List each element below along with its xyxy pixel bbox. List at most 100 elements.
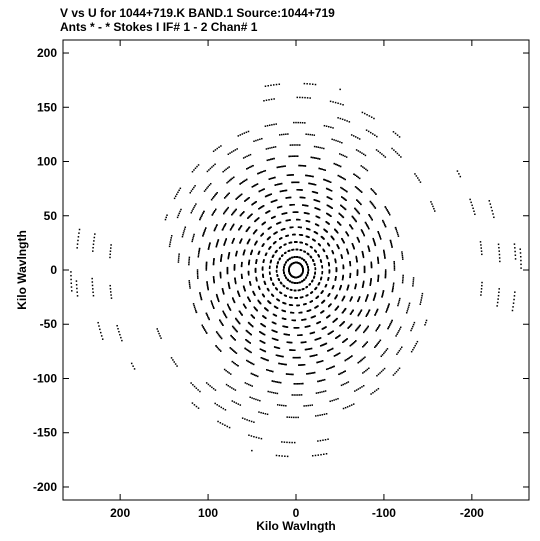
uv-point bbox=[231, 349, 234, 351]
uv-point bbox=[314, 273, 316, 275]
uv-point bbox=[192, 237, 194, 239]
uv-point bbox=[373, 296, 376, 299]
uv-point bbox=[207, 185, 209, 188]
uv-point bbox=[281, 317, 284, 320]
uv-point bbox=[326, 212, 328, 215]
uv-point bbox=[372, 190, 375, 193]
uv-point bbox=[220, 256, 223, 259]
uv-point bbox=[227, 255, 230, 257]
uv-point bbox=[336, 336, 338, 339]
uv-point bbox=[198, 252, 200, 255]
uv-point bbox=[362, 232, 364, 234]
y-tick-label: -150 bbox=[33, 426, 57, 440]
uv-point bbox=[347, 233, 349, 236]
uv-point bbox=[301, 258, 304, 260]
uv-point bbox=[326, 231, 328, 233]
uv-point bbox=[349, 299, 352, 301]
uv-point bbox=[266, 369, 268, 371]
uv-point bbox=[359, 202, 361, 204]
uv-point bbox=[390, 243, 393, 245]
uv-point bbox=[223, 197, 226, 199]
uv-point bbox=[343, 177, 345, 180]
uv-point bbox=[391, 246, 393, 248]
uv-point bbox=[210, 300, 212, 302]
uv-point bbox=[347, 285, 350, 288]
uv-point bbox=[363, 271, 366, 274]
uv-point bbox=[362, 281, 365, 284]
uv-point bbox=[266, 159, 269, 162]
uv-point bbox=[412, 281, 415, 283]
uv-point bbox=[188, 280, 190, 282]
uv-point bbox=[368, 214, 370, 216]
uv-point bbox=[355, 209, 358, 212]
uv-point bbox=[283, 271, 285, 274]
uv-point bbox=[344, 339, 346, 342]
uv-point bbox=[374, 244, 377, 247]
uv-point bbox=[250, 333, 252, 336]
uv-point bbox=[382, 291, 384, 294]
uv-point bbox=[353, 173, 355, 175]
uv-point bbox=[365, 328, 368, 330]
uv-point bbox=[376, 343, 378, 346]
uv-point bbox=[349, 276, 351, 279]
uv-point bbox=[233, 264, 236, 266]
uv-point bbox=[313, 371, 316, 374]
uv-point bbox=[274, 215, 276, 218]
uv-point bbox=[215, 293, 218, 296]
uv-point bbox=[267, 194, 269, 197]
uv-point bbox=[207, 315, 209, 318]
uv-point bbox=[289, 349, 291, 351]
uv-point bbox=[384, 255, 386, 258]
uv-point bbox=[231, 226, 233, 229]
uv-point bbox=[220, 260, 222, 262]
uv-point bbox=[285, 243, 287, 245]
uv-point bbox=[354, 287, 356, 290]
uv-point bbox=[358, 325, 361, 328]
uv-point bbox=[248, 240, 250, 242]
uv-point bbox=[317, 322, 319, 324]
uv-point bbox=[195, 203, 197, 205]
uv-point bbox=[240, 226, 242, 228]
uv-point bbox=[314, 199, 317, 201]
uv-point bbox=[334, 261, 337, 263]
uv-point bbox=[289, 219, 291, 221]
uv-point bbox=[194, 308, 196, 310]
uv-point bbox=[313, 183, 315, 186]
uv-point bbox=[378, 341, 381, 343]
uv-point bbox=[279, 221, 282, 224]
uv-point bbox=[386, 309, 388, 312]
uv-point bbox=[241, 212, 243, 215]
uv-point bbox=[316, 207, 318, 210]
uv-point bbox=[317, 216, 319, 218]
uv-point bbox=[248, 262, 250, 264]
uv-point bbox=[303, 197, 306, 199]
uv-point bbox=[356, 236, 359, 239]
uv-point bbox=[308, 325, 310, 327]
uv-point bbox=[307, 269, 310, 271]
uv-point bbox=[273, 346, 276, 348]
uv-point bbox=[244, 289, 246, 292]
uv-point bbox=[231, 213, 233, 216]
uv-point bbox=[356, 260, 358, 263]
uv-point bbox=[301, 242, 303, 244]
uv-point bbox=[229, 229, 232, 231]
uv-point bbox=[193, 233, 195, 236]
uv-point bbox=[401, 256, 404, 259]
uv-point bbox=[273, 200, 276, 202]
uv-point bbox=[378, 325, 380, 328]
uv-point bbox=[206, 314, 208, 316]
uv-point bbox=[269, 177, 272, 180]
uv-point bbox=[241, 261, 243, 264]
uv-point bbox=[292, 349, 295, 351]
uv-point bbox=[318, 380, 321, 382]
uv-point bbox=[362, 357, 365, 360]
uv-point bbox=[250, 372, 253, 375]
uv-point bbox=[250, 324, 252, 326]
uv-point bbox=[317, 200, 320, 202]
uv-point bbox=[370, 217, 373, 220]
uv-point bbox=[362, 256, 365, 259]
uv-point bbox=[315, 191, 317, 194]
uv-point bbox=[212, 276, 215, 278]
uv-point bbox=[293, 211, 296, 213]
uv-point bbox=[328, 205, 331, 208]
